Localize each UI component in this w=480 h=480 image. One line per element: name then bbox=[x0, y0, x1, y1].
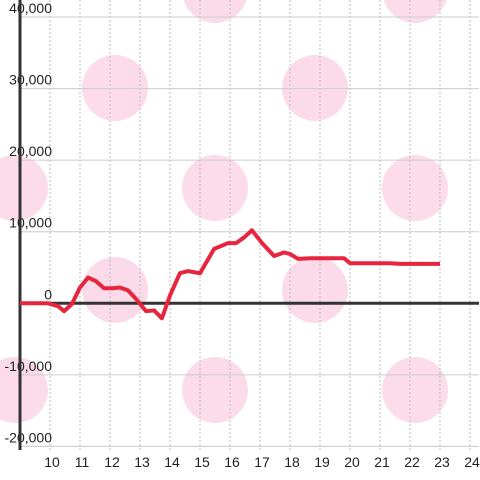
x-tick-label: 24 bbox=[464, 454, 480, 470]
x-tick-label: 10 bbox=[44, 454, 60, 470]
x-tick-label: 17 bbox=[254, 454, 270, 470]
y-tick-label: 30,000 bbox=[9, 72, 52, 88]
x-tick-label: 15 bbox=[194, 454, 210, 470]
x-tick-label: 12 bbox=[104, 454, 120, 470]
x-tick-label: 14 bbox=[164, 454, 180, 470]
x-tick-label: 22 bbox=[404, 454, 420, 470]
y-tick-label: 20,000 bbox=[9, 143, 52, 159]
data-line bbox=[20, 228, 440, 321]
watermarks bbox=[0, 0, 448, 423]
y-tick-label: 40,000 bbox=[9, 0, 52, 16]
x-tick-label: 21 bbox=[374, 454, 390, 470]
x-tick-label: 20 bbox=[344, 454, 360, 470]
x-tick-label: 16 bbox=[224, 454, 240, 470]
y-tick-label: -20,000 bbox=[5, 429, 53, 445]
x-tick-label: 13 bbox=[134, 454, 150, 470]
y-tick-label: -10,000 bbox=[5, 358, 53, 374]
y-tick-label: 0 bbox=[44, 286, 52, 302]
x-tick-label: 19 bbox=[314, 454, 330, 470]
x-tick-label: 23 bbox=[434, 454, 450, 470]
x-tick-label: 18 bbox=[284, 454, 300, 470]
y-tick-label: 10,000 bbox=[9, 215, 52, 231]
x-tick-label: 11 bbox=[75, 454, 90, 470]
